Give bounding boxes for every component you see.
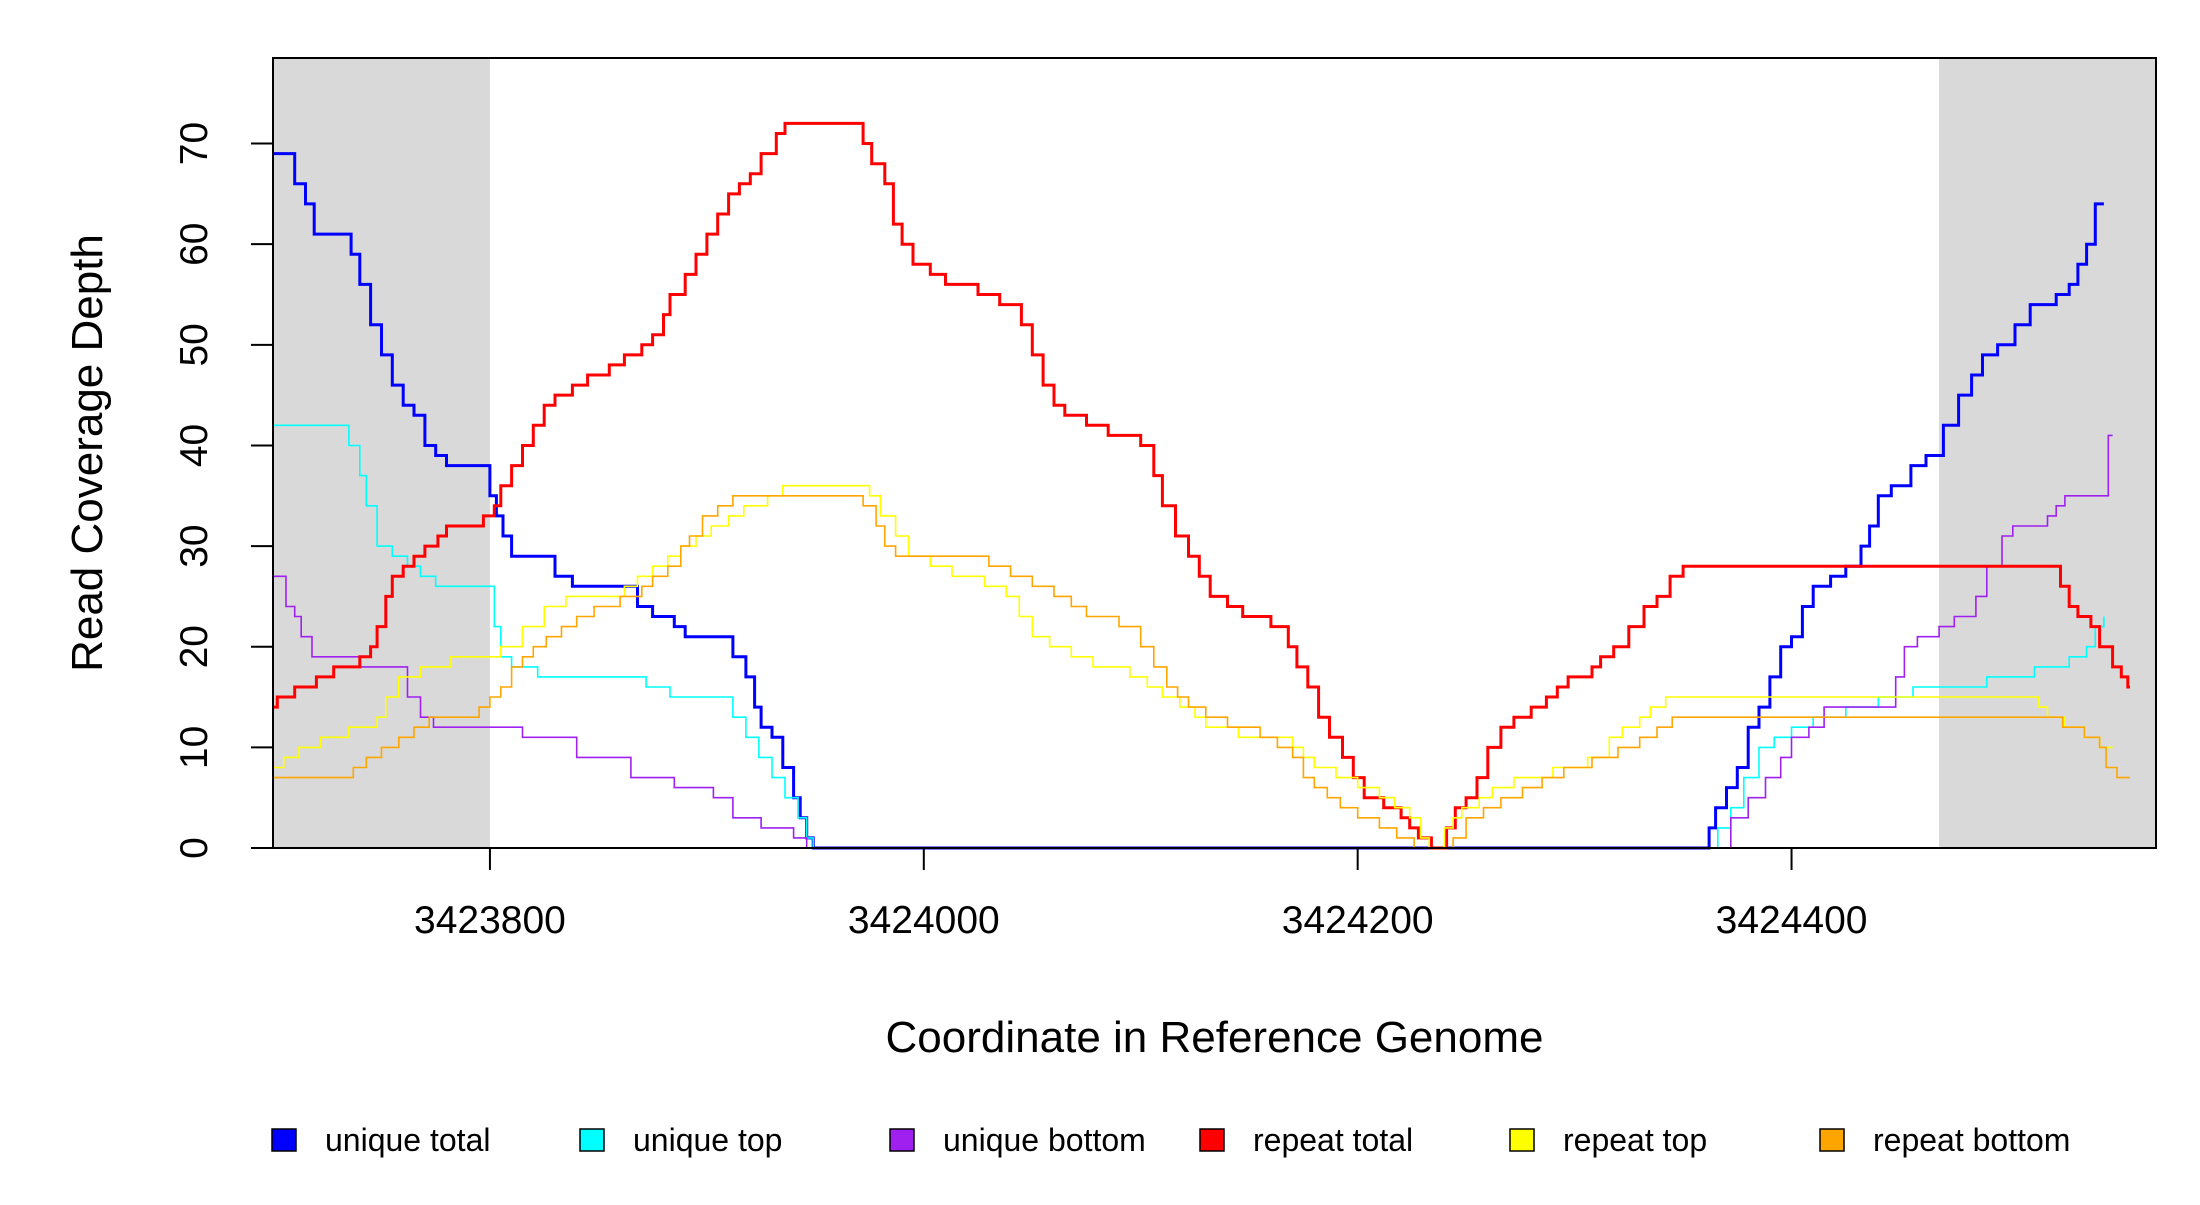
legend-swatch-repeat-top xyxy=(1509,1128,1535,1152)
y-tick-label: 10 xyxy=(173,726,216,769)
y-tick-label: 60 xyxy=(173,222,216,265)
series-line-unique-bottom xyxy=(273,434,2113,849)
legend: unique total unique top unique bottom repea… xyxy=(271,1122,2070,1158)
x-tick-label: 3424000 xyxy=(848,899,1000,942)
series-line-repeat-total xyxy=(273,121,2130,850)
legend-label: unique bottom xyxy=(943,1122,1146,1158)
y-tick-label: 20 xyxy=(173,625,216,668)
legend-swatch-unique-total xyxy=(271,1128,297,1152)
series-line-repeat-top xyxy=(273,484,2113,849)
x-axis-title: Coordinate in Reference Genome xyxy=(886,1013,1544,1062)
y-tick-label: 30 xyxy=(173,524,216,567)
shaded-region-0 xyxy=(273,58,490,848)
legend-label: unique top xyxy=(633,1122,782,1158)
legend-label: repeat bottom xyxy=(1873,1122,2070,1158)
legend-swatch-repeat-bottom xyxy=(1819,1128,1845,1152)
y-axis: 0 10 20 30 40 50 60 70 xyxy=(173,122,274,859)
shaded-region-1 xyxy=(1939,58,2156,848)
y-axis-title: Read Coverage Depth xyxy=(63,234,112,672)
legend-swatch-repeat-total xyxy=(1199,1128,1225,1152)
x-tick-label: 3424400 xyxy=(1716,899,1868,942)
x-axis: 3423800 3424000 3424200 3424400 xyxy=(414,847,1868,942)
x-tick-label: 3423800 xyxy=(414,899,566,942)
series-line-unique-total xyxy=(273,152,2104,850)
y-tick-label: 50 xyxy=(173,323,216,366)
legend-swatch-unique-top xyxy=(579,1128,605,1152)
y-tick-label: 70 xyxy=(173,122,216,165)
y-tick-label: 0 xyxy=(173,837,216,859)
legend-label: unique total xyxy=(325,1122,490,1158)
legend-label: repeat total xyxy=(1253,1122,1413,1158)
series-line-repeat-bottom xyxy=(273,495,2130,849)
x-tick-label: 3424200 xyxy=(1282,899,1434,942)
series-lines xyxy=(273,121,2130,850)
plot-frame xyxy=(272,57,2157,849)
y-tick-label: 40 xyxy=(173,424,216,467)
legend-label: repeat top xyxy=(1563,1122,1707,1158)
legend-swatch-unique-bottom xyxy=(889,1128,915,1152)
shaded-regions xyxy=(273,58,2156,848)
